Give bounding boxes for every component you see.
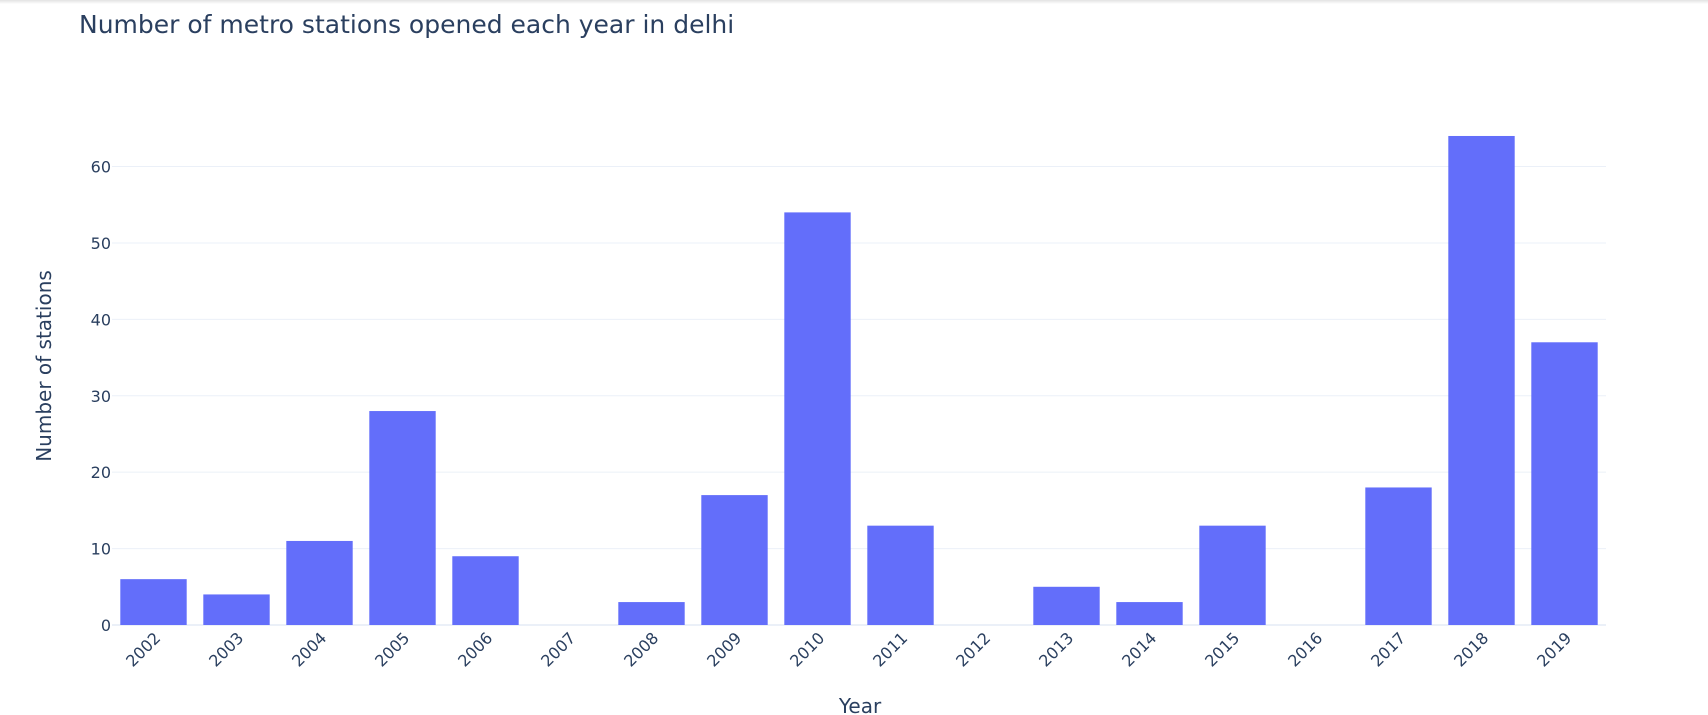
gridlines [112,166,1606,626]
x-tick-label: 2003 [205,628,247,670]
bar-2015[interactable] [1199,525,1266,625]
x-tick-label: 2018 [1450,628,1492,670]
bar-2003[interactable] [203,594,270,625]
x-tick-label: 2006 [454,628,496,670]
x-tick-labels: 2002 2003 2004 2005 2006 2007 2008 2009 2010 2011… [122,628,1575,670]
bar-2010[interactable] [784,212,851,625]
x-tick-label: 2017 [1367,628,1409,670]
bar-2017[interactable] [1365,487,1432,625]
x-tick-label: 2005 [371,628,413,670]
y-tick-label: 10 [91,540,111,559]
chart-title: Number of metro stations opened each yea… [79,10,734,39]
y-tick-label: 60 [91,158,111,177]
bar-2013[interactable] [1033,586,1100,625]
x-tick-label: 2007 [537,628,579,670]
x-tick-label: 2019 [1533,628,1575,670]
x-tick-label: 2013 [1035,628,1077,670]
x-tick-label: 2008 [620,628,662,670]
y-tick-label: 0 [101,616,111,635]
x-tick-label: 2016 [1284,628,1326,670]
x-tick-label: 2002 [122,628,164,670]
x-tick-label: 2009 [703,628,745,670]
y-tick-label: 50 [91,234,111,253]
y-tick-labels: 0 10 20 30 40 50 60 [91,158,111,635]
bar-2005[interactable] [369,411,436,625]
bar-2002[interactable] [120,579,187,625]
bars [120,135,1598,625]
x-tick-label: 2014 [1118,628,1160,670]
x-tick-label: 2011 [869,628,911,670]
bar-2014[interactable] [1116,602,1183,625]
x-tick-label: 2004 [288,628,330,670]
bar-2019[interactable] [1531,342,1598,625]
window-top-shadow [0,0,1708,4]
x-tick-label: 2012 [952,628,994,670]
bar-2006[interactable] [452,556,519,625]
bar-2008[interactable] [618,602,685,625]
bar-2011[interactable] [867,525,934,625]
bar-2018[interactable] [1448,135,1515,625]
y-tick-label: 30 [91,387,111,406]
y-tick-label: 40 [91,310,111,329]
bar-2009[interactable] [701,495,768,625]
y-tick-label: 20 [91,463,111,482]
bar-2004[interactable] [286,540,353,625]
x-axis-title: Year [838,694,882,715]
y-axis-title: Number of stations [32,270,56,462]
x-tick-label: 2010 [786,628,828,670]
x-tick-label: 2015 [1201,628,1243,670]
